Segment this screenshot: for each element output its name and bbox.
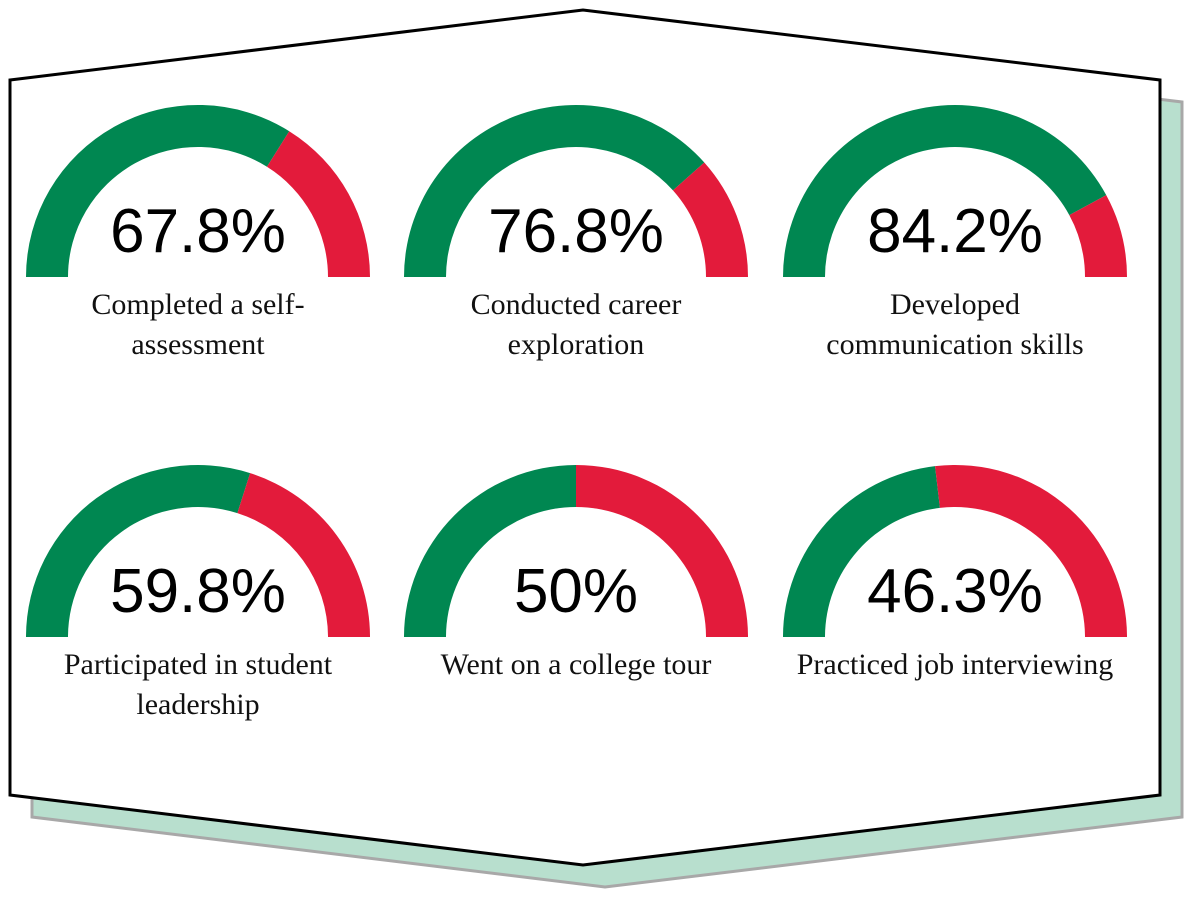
gauge-label: Went on a college tour xyxy=(440,648,712,681)
value-label: 59.8% xyxy=(110,557,286,626)
gauge-label: Participated in student leadership xyxy=(63,648,333,721)
value-label: 50% xyxy=(514,557,638,626)
gauge-value xyxy=(26,105,290,277)
gauge-value xyxy=(783,105,1107,277)
gauge-label: Developed communication skills xyxy=(826,288,1084,361)
value-label: 46.3% xyxy=(867,557,1043,626)
gauge-remainder xyxy=(576,465,748,637)
value-label: 67.8% xyxy=(110,197,286,266)
gauge-value xyxy=(783,466,940,637)
gauge-value xyxy=(26,465,251,637)
value-label: 84.2% xyxy=(867,197,1043,266)
gauge-remainder xyxy=(1069,195,1127,277)
value-label: 76.8% xyxy=(488,197,664,266)
gauge-label: Conducted career exploration xyxy=(470,288,682,361)
panel xyxy=(8,8,1162,867)
gauge-remainder xyxy=(266,131,370,277)
gauge-remainder xyxy=(935,464,1127,637)
gauge-remainder xyxy=(672,162,748,277)
gauge-value xyxy=(404,465,576,637)
gauge-value xyxy=(404,104,705,277)
gauge-label: Practiced job interviewing xyxy=(796,648,1114,681)
gauge-label: Completed a self-assessment xyxy=(91,288,305,361)
gauge-remainder xyxy=(237,473,370,637)
